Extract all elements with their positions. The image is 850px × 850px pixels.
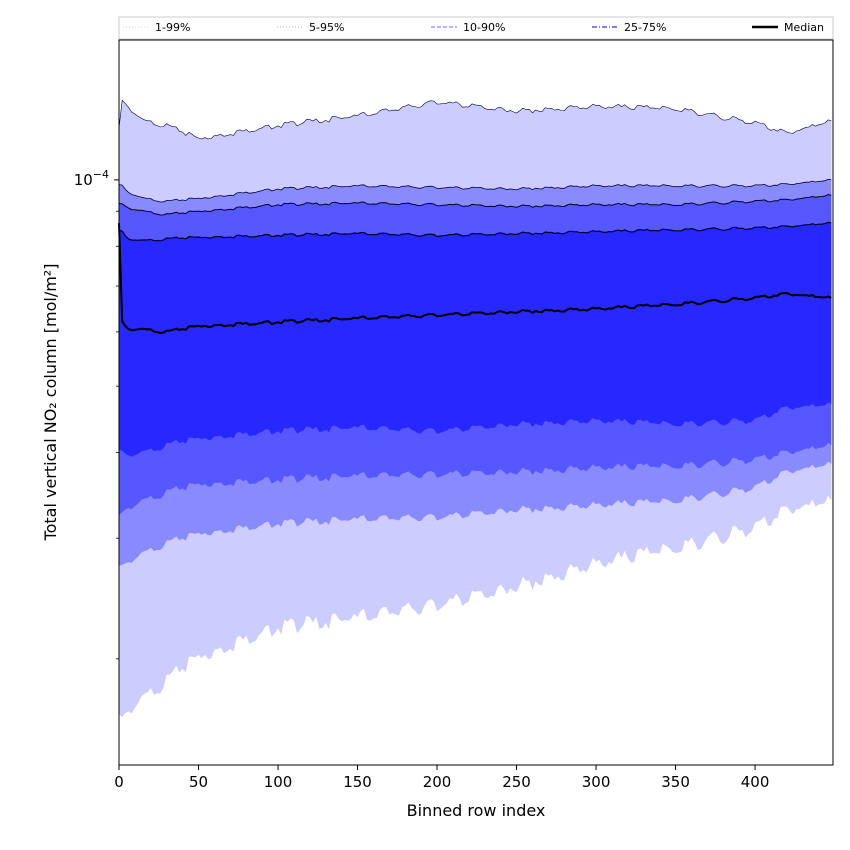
line-p95 — [118, 178, 832, 203]
percentile-bands — [119, 100, 832, 718]
x-tick-label: 100 — [264, 773, 293, 791]
y-axis: 10−4 — [74, 168, 119, 660]
x-axis: 0 50 100 150 200 250 300 350 400 — [114, 765, 769, 791]
band-25-75 — [119, 222, 832, 457]
legend-label: 25-75% — [624, 21, 666, 34]
legend-box — [118, 16, 834, 40]
legend: 1-99% 5-95% 10-90% 25-75% Median — [118, 16, 834, 40]
legend-label: 1-99% — [155, 21, 190, 34]
line-p99 — [118, 99, 832, 140]
x-tick-label: 400 — [741, 773, 770, 791]
x-axis-label: Binned row index — [407, 801, 546, 820]
x-tick-label: 200 — [423, 773, 452, 791]
legend-label: Median — [784, 21, 824, 34]
x-tick-label: 150 — [343, 773, 372, 791]
x-tick-label: 50 — [189, 773, 208, 791]
line-p75 — [118, 221, 832, 242]
legend-label: 5-95% — [309, 21, 344, 34]
line-p90 — [118, 194, 832, 216]
x-tick-label: 250 — [502, 773, 531, 791]
x-tick-label: 350 — [661, 773, 690, 791]
y-tick-label: 10−4 — [74, 168, 109, 189]
plot-frame — [118, 39, 834, 766]
percentile-lines — [118, 99, 832, 335]
y-axis-label: Total vertical NO₂ column [mol/m²] — [41, 264, 60, 542]
legend-label: 10-90% — [463, 21, 505, 34]
x-tick-label: 300 — [582, 773, 611, 791]
x-tick-label: 0 — [114, 773, 124, 791]
line-median — [118, 223, 832, 335]
